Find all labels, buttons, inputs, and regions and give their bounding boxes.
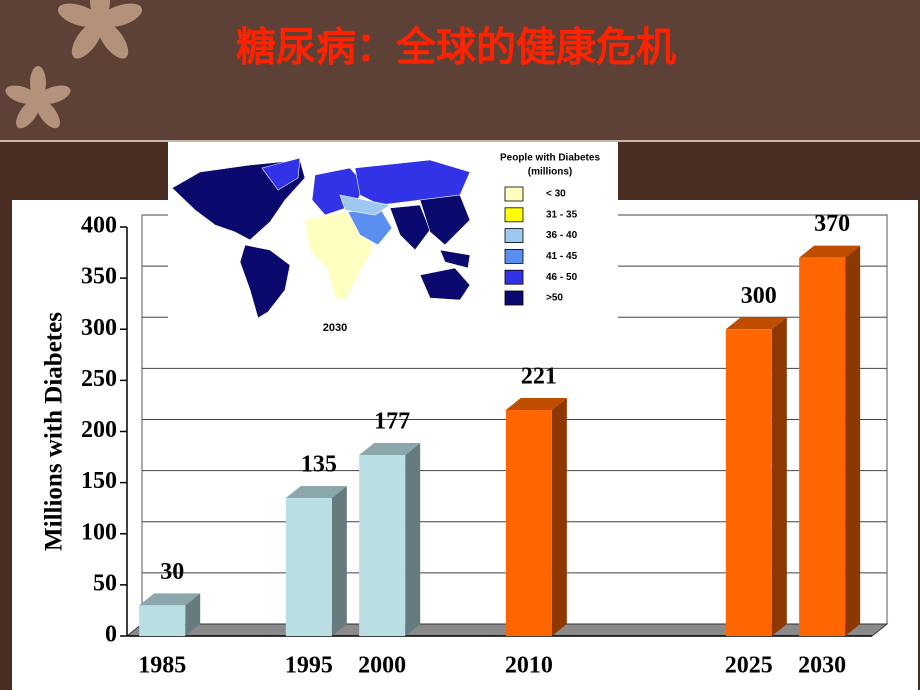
legend-swatch: [504, 207, 524, 223]
value-label: 135: [301, 451, 337, 477]
x-tick-label: 1985: [138, 653, 186, 679]
value-label: 370: [814, 211, 850, 237]
bar-top: [505, 398, 567, 411]
y-tick-label: 200: [81, 417, 117, 443]
legend-label: < 30: [546, 189, 566, 200]
bar-top: [799, 245, 861, 258]
bar: [285, 497, 332, 636]
legend-swatch: [504, 269, 524, 285]
legend-label: >50: [546, 293, 563, 304]
legend-label: 46 - 50: [546, 272, 578, 283]
bar: [359, 455, 406, 636]
bar: [139, 605, 186, 636]
legend-swatch: [504, 228, 524, 244]
x-tick-label: 1995: [285, 653, 333, 679]
y-tick-label: 0: [105, 622, 117, 648]
legend-label: 36 - 40: [546, 230, 578, 241]
x-tick-label: 2010: [505, 653, 553, 679]
y-axis-label: Millions with Diabetes: [41, 312, 68, 551]
value-label: 221: [521, 364, 557, 390]
legend-swatch: [504, 186, 524, 202]
y-tick-label: 350: [81, 264, 117, 290]
x-tick-label: 2025: [725, 653, 773, 679]
bar-side: [185, 593, 201, 636]
y-tick-label: 50: [93, 570, 117, 596]
x-tick-label: 2030: [798, 653, 846, 679]
bar: [505, 410, 552, 636]
x-tick-label: 2000: [358, 653, 406, 679]
value-label: 300: [741, 283, 777, 309]
bar-side: [405, 443, 421, 636]
map-caption: 2030: [323, 322, 347, 334]
bar-side: [331, 485, 347, 636]
legend-swatch: [504, 290, 524, 306]
legend-swatch: [504, 248, 524, 264]
bar-top: [285, 485, 347, 498]
slide-title: 糖尿病：全球的健康危机: [236, 25, 676, 70]
bar-top: [359, 443, 421, 456]
legend-title: People with Diabetes: [500, 153, 600, 164]
inset-map: People with Diabetes (millions) < 30 31 - 3…: [168, 142, 618, 334]
bar-top: [139, 593, 201, 606]
legend-title: (millions): [528, 167, 572, 178]
header-band: [0, 0, 920, 140]
bar: [799, 257, 846, 636]
legend-label: 41 - 45: [546, 251, 578, 262]
value-label: 30: [160, 559, 184, 585]
y-tick-label: 100: [81, 519, 117, 545]
world-map: [171, 157, 471, 319]
chart: 0 50 100 150 200 250 300 350 400 Millions with Di…: [41, 211, 889, 679]
bar: [725, 329, 772, 636]
value-label: 177: [374, 409, 410, 435]
legend-label: 31 - 35: [546, 209, 578, 220]
bar-side: [845, 245, 861, 637]
flower-decoration: [5, 0, 143, 129]
y-tick-label: 400: [81, 213, 117, 239]
y-tick-label: 300: [81, 315, 117, 341]
bar-top: [725, 317, 787, 330]
bar-side: [771, 317, 787, 636]
y-tick-label: 250: [81, 366, 117, 392]
bar-side: [551, 398, 567, 636]
y-tick-label: 150: [81, 468, 117, 494]
